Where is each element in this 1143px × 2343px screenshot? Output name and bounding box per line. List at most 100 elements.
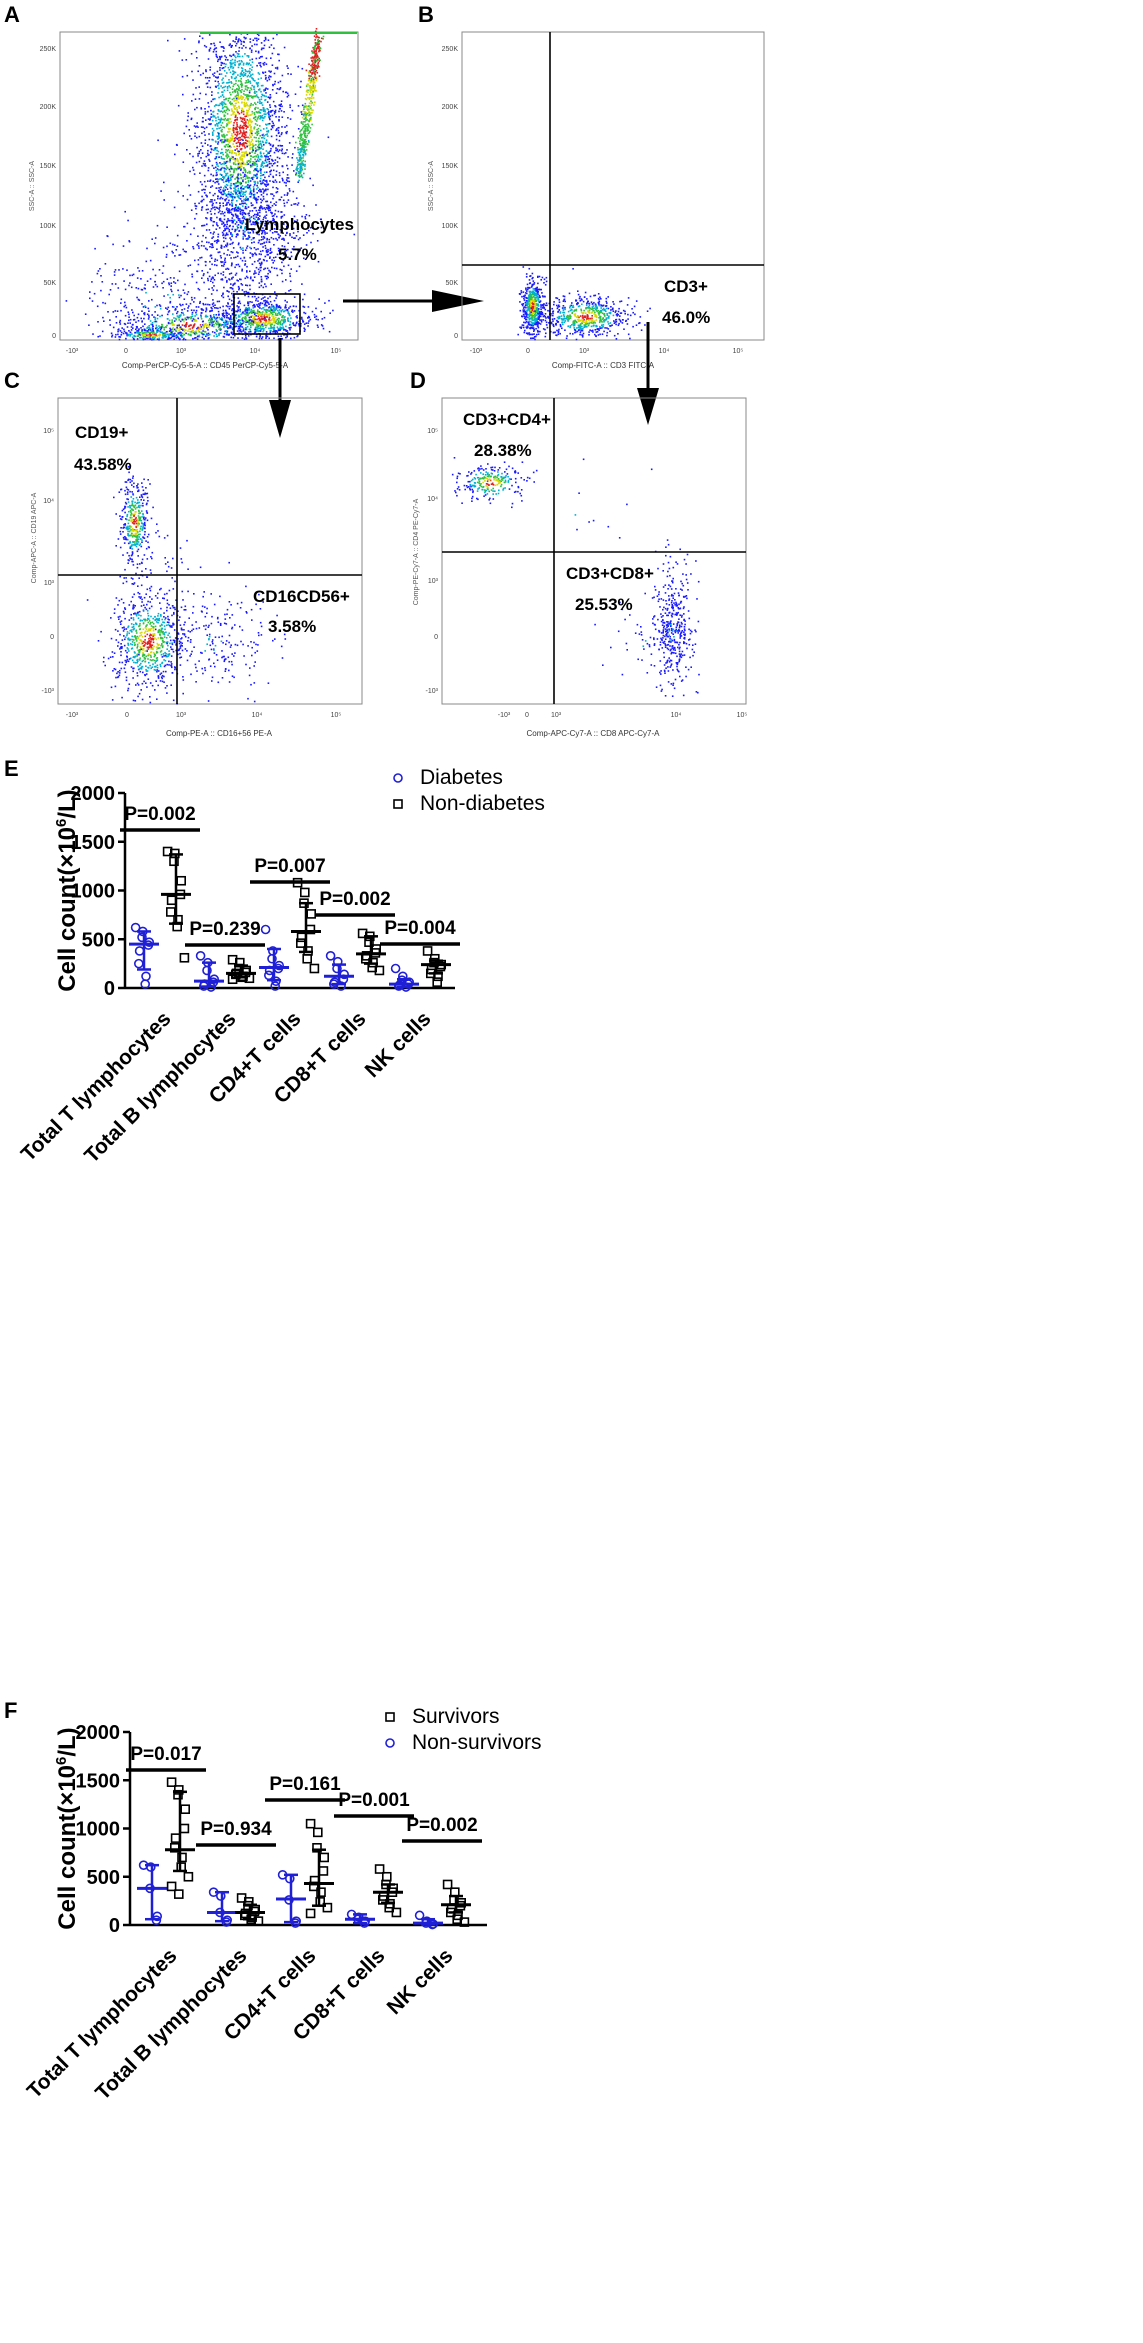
event-dot xyxy=(244,173,246,176)
event-dot xyxy=(250,321,252,324)
event-dot xyxy=(308,97,311,99)
event-dot xyxy=(244,316,247,318)
event-dot xyxy=(256,131,259,134)
event-dot xyxy=(310,108,312,111)
event-dot xyxy=(253,221,255,223)
event-dot xyxy=(238,319,240,321)
event-dot xyxy=(245,139,247,141)
event-dot xyxy=(225,321,227,324)
event-dot xyxy=(187,330,189,332)
event-dot xyxy=(215,166,217,169)
event-dot xyxy=(244,194,246,196)
event-dot xyxy=(247,110,250,112)
event-dot xyxy=(250,129,253,132)
event-dot xyxy=(148,328,150,331)
event-dot xyxy=(250,104,252,107)
event-dot xyxy=(249,311,252,313)
event-dot xyxy=(240,84,243,87)
event-dot xyxy=(254,218,256,221)
event-dot xyxy=(147,335,150,337)
event-dot xyxy=(228,194,231,196)
event-dot xyxy=(225,245,228,248)
event-dot xyxy=(270,128,273,131)
event-dot xyxy=(260,143,262,146)
event-dot xyxy=(212,289,215,291)
event-dot xyxy=(182,161,185,163)
event-dot xyxy=(234,162,236,164)
event-dot xyxy=(247,104,249,107)
event-dot xyxy=(157,139,159,142)
event-dot xyxy=(242,130,245,132)
event-dot xyxy=(181,59,184,61)
event-dot xyxy=(217,310,220,313)
event-dot xyxy=(211,303,214,305)
event-dot xyxy=(246,199,248,201)
event-dot xyxy=(241,47,243,49)
event-dot xyxy=(138,331,140,334)
event-dot xyxy=(218,328,220,330)
event-dot xyxy=(250,315,253,317)
event-dot xyxy=(301,127,304,130)
event-dot xyxy=(303,142,306,144)
event-dot xyxy=(187,265,190,267)
event-dot xyxy=(181,335,184,337)
event-dot xyxy=(264,324,266,326)
event-dot xyxy=(217,307,219,310)
event-dot xyxy=(249,131,252,133)
event-dot xyxy=(242,188,245,190)
event-dot xyxy=(316,41,319,44)
event-dot xyxy=(232,104,234,106)
event-dot xyxy=(260,278,263,281)
event-dot xyxy=(258,317,261,319)
event-dot xyxy=(226,86,229,88)
event-dot xyxy=(286,194,288,196)
event-dot xyxy=(205,229,208,231)
event-dot xyxy=(169,242,172,245)
event-dot xyxy=(304,216,306,218)
event-dot xyxy=(265,217,267,219)
event-dot xyxy=(260,109,263,111)
event-dot xyxy=(266,316,268,318)
event-dot xyxy=(234,114,236,116)
event-dot xyxy=(235,236,238,238)
event-dot xyxy=(301,145,304,148)
event-dot xyxy=(167,318,169,320)
event-dot xyxy=(240,91,243,93)
event-dot xyxy=(237,187,240,190)
event-dot xyxy=(252,307,255,309)
event-dot xyxy=(108,293,110,296)
event-dot xyxy=(123,330,126,333)
event-dot xyxy=(311,56,314,58)
event-dot xyxy=(230,81,232,83)
event-dot xyxy=(281,132,283,134)
event-dot xyxy=(250,143,252,146)
event-dot xyxy=(144,323,146,325)
event-dot xyxy=(255,213,258,216)
event-dot xyxy=(119,330,122,332)
event-dot xyxy=(268,158,270,160)
event-dot xyxy=(228,193,230,195)
event-dot xyxy=(285,249,288,252)
event-dot xyxy=(244,313,247,315)
event-dot xyxy=(204,134,206,136)
event-dot xyxy=(117,333,119,336)
event-dot xyxy=(236,310,239,313)
event-dot xyxy=(285,336,287,339)
event-dot xyxy=(127,322,129,324)
event-dot xyxy=(272,197,274,200)
event-dot xyxy=(129,282,131,284)
event-dot xyxy=(256,312,258,315)
event-dot xyxy=(224,257,226,260)
event-dot xyxy=(268,113,270,116)
event-dot xyxy=(232,124,235,127)
event-dot xyxy=(249,148,251,150)
event-dot xyxy=(275,316,277,319)
event-dot xyxy=(304,160,306,163)
event-dot xyxy=(182,312,184,314)
event-dot xyxy=(253,174,255,176)
event-dot xyxy=(274,67,277,69)
event-dot xyxy=(239,116,242,119)
event-dot xyxy=(291,164,293,166)
event-dot xyxy=(297,147,299,149)
